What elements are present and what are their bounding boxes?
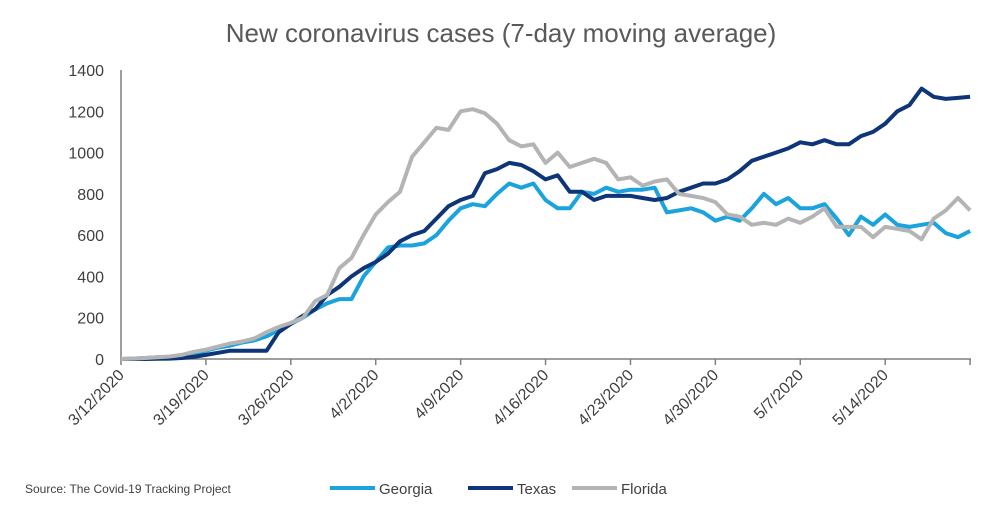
legend-label-texas: Texas	[517, 481, 556, 498]
y-tick-label: 0	[95, 352, 104, 369]
legend-label-georgia: Georgia	[379, 481, 433, 498]
x-tick-label: 5/14/2020	[830, 367, 892, 429]
y-tick-label: 1200	[68, 104, 104, 121]
y-tick-label: 1000	[68, 146, 104, 163]
x-tick-label: 5/7/2020	[751, 367, 807, 423]
chart-title: New coronavirus cases (7-day moving aver…	[226, 18, 777, 48]
x-tick-label: 3/12/2020	[65, 367, 127, 429]
x-tick-label: 4/30/2020	[660, 367, 722, 429]
x-tick-label: 4/16/2020	[490, 367, 552, 429]
y-tick-label: 200	[77, 311, 104, 328]
y-tick-label: 600	[77, 228, 104, 245]
series-line-florida	[120, 107, 972, 361]
y-tick-label: 800	[77, 187, 104, 204]
source-note: Source: The Covid-19 Tracking Project	[25, 482, 232, 496]
x-tick-label: 4/2/2020	[326, 367, 382, 423]
x-tick-label: 3/19/2020	[150, 367, 212, 429]
series-line-georgia	[120, 181, 972, 361]
legend-label-florida: Florida	[621, 481, 668, 498]
y-tick-label: 1400	[68, 63, 104, 80]
x-tick-label: 4/23/2020	[575, 367, 637, 429]
x-tick-label: 3/26/2020	[235, 367, 297, 429]
y-tick-label: 400	[77, 269, 104, 286]
series-line-texas	[121, 86, 971, 361]
x-tick-label: 4/9/2020	[411, 367, 467, 423]
